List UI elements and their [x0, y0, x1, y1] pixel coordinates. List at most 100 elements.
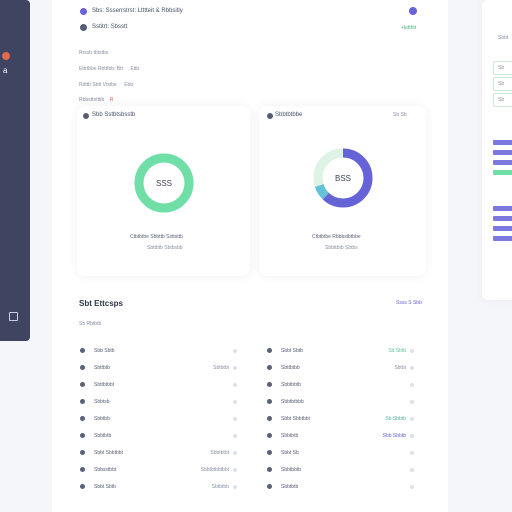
card-title: Sbbtbtbbe [275, 112, 303, 118]
right-box-1[interactable]: Sb [493, 61, 512, 75]
list-item[interactable]: Sbttbtbbt [79, 379, 239, 393]
status-badge: +kdthtt [401, 25, 417, 31]
list-item-icon [80, 382, 85, 387]
list-item[interactable]: Sbbtbtb [266, 481, 416, 495]
chevron-right-icon [410, 468, 414, 472]
list-item[interactable]: Sbbtbbtb [266, 464, 416, 478]
right-panel: Sbbt Sb Sb Sb [482, 0, 512, 300]
list-item[interactable]: Sbbtsb [79, 396, 239, 410]
card-subcaption: Sbttbtb Sbtbsbb [147, 245, 183, 251]
chevron-right-icon [233, 383, 237, 387]
list-item-badge: Sb Sbtb [388, 348, 406, 354]
list-item[interactable]: Sbttbtb Sbtbtbt [79, 362, 239, 376]
list-item-icon [267, 416, 272, 421]
list-item[interactable]: Sbbtbb [79, 413, 239, 427]
chevron-right-icon [233, 366, 237, 370]
list-item-label: Sbbsstbbt [94, 467, 117, 473]
card-caption: Ctbtbtbe Sbbttb Ssttsttb [130, 234, 183, 240]
filter-label: Rbbsttntttib [79, 97, 105, 103]
list-item[interactable]: Sbbtbbtb [266, 379, 416, 393]
filter-4[interactable]: Rbbsttntttib R [79, 97, 113, 103]
list-item[interactable]: Sbb Sbtb [79, 345, 239, 359]
notification-badge [2, 52, 10, 60]
legend-bar [493, 170, 512, 175]
section-title: Sbt Ettcsps [79, 299, 124, 308]
list-item[interactable]: Sbbt Sbbtbbt Sbbtbtbt [79, 447, 239, 461]
list-item[interactable]: Sbbt Sb [266, 447, 416, 461]
chevron-right-icon [233, 434, 237, 438]
list-item-badge: Sbtbt [394, 365, 406, 371]
legend-bar [493, 150, 512, 155]
list-item[interactable]: Sbbtbtbbb [266, 396, 416, 410]
chevron-right-icon [233, 417, 237, 421]
sidebar-item-label: a [3, 66, 8, 75]
list-item-icon [80, 399, 85, 404]
list-item[interactable]: Sbbt Sbtb Sb Sbtb [266, 345, 416, 359]
filter-1[interactable]: Rrssb tbtstbe [79, 50, 108, 56]
list-item[interactable]: Sbbsstbbt Sbbtbtbbtbbt [79, 464, 239, 478]
section-link[interactable]: Ssss S Sbb [396, 300, 422, 306]
filter-label: Ettrtbbe Rbtttbb: Btt [79, 66, 123, 72]
help-icon [80, 24, 87, 31]
list-item-value: Sbbtbtbt [210, 450, 229, 456]
list-item-label: Sbb Sbtb [94, 348, 115, 354]
legend-bar [493, 206, 512, 211]
card-title: Sbb Sstbtsbsstb [92, 112, 136, 118]
list-item-icon [80, 484, 85, 489]
grid-icon[interactable] [9, 312, 18, 321]
list-item-label: Sbbtbtb [281, 433, 299, 439]
list-item-icon [80, 348, 85, 353]
stat-card-2: Sbbtbtbbe Sb Sb BSS Ctbtbtbe Rbbbstbtbbe… [259, 106, 426, 276]
chevron-right-icon [410, 400, 414, 404]
legend-bar [493, 226, 512, 231]
filter-value: Ebb [124, 82, 134, 88]
list-item-label: Sbbtbbtb [281, 467, 302, 473]
chevron-right-icon [233, 451, 237, 455]
list-item-value: Sbtbtbb [211, 484, 229, 490]
chevron-right-icon [410, 451, 414, 455]
list-item-icon [267, 450, 272, 455]
list-item[interactable]: Sbbtbtb [79, 430, 239, 444]
list-item[interactable]: Sbbtbtb Sbb Sbbtb [266, 430, 416, 444]
chevron-right-icon [233, 468, 237, 472]
list-item-badge: Sbb Sbbtb [382, 433, 406, 439]
chevron-right-icon [410, 417, 414, 421]
right-box-label: Sb [498, 81, 505, 87]
list-item-label: Sbbtbtb [281, 484, 299, 490]
legend-bar [493, 236, 512, 241]
settings-icon[interactable] [409, 7, 417, 15]
donut-center-value: BSS [335, 174, 351, 183]
filter-value: R [109, 97, 114, 103]
list-item-badge: Sb Sbbtb [385, 416, 406, 422]
filter-3[interactable]: Rdttb Sbtt Vtstbe Ebb [79, 82, 133, 88]
sidebar-item-user[interactable]: a [3, 66, 7, 75]
card-header-right[interactable]: Sb Sb [393, 112, 407, 118]
list-item[interactable]: Sbbt Sbtb Sbtbtbb [79, 481, 239, 495]
chevron-right-icon [410, 485, 414, 489]
chevron-right-icon [410, 349, 414, 353]
donut-chart-1: SSS [134, 153, 194, 213]
right-box-label: Sb [498, 97, 505, 103]
list-item[interactable]: Sbttbtbb Sbtbt [266, 362, 416, 376]
donut-center-value: SSS [156, 179, 172, 188]
donut-segment [313, 148, 373, 208]
list-item-label: Sbttbtbb [281, 365, 300, 371]
list-item-icon [80, 450, 85, 455]
list-item-label: Sbbtbtb [94, 433, 112, 439]
right-box-2[interactable]: Sb [493, 77, 512, 91]
list-item-label: Sbbtbtbbb [281, 399, 304, 405]
filter-2[interactable]: Ettrtbbe Rbtttbb: Btt Ettb [79, 66, 139, 72]
sidebar: a [0, 0, 30, 341]
filter-label: Rdttb Sbtt Vtstbe [79, 82, 117, 88]
list-item-icon [267, 382, 272, 387]
chevron-right-icon [233, 400, 237, 404]
list-item-value: Sbbtbtbbtbbt [200, 467, 229, 473]
list-item-label: Sbbt Sb [281, 450, 299, 456]
list-item-value: Sbtbtbt [213, 365, 229, 371]
list-item-label: Sbbt Sbbtbbt [281, 416, 310, 422]
list-item-label: Sbbtbbtb [281, 382, 302, 388]
list-item-icon [267, 433, 272, 438]
list-item-icon [80, 365, 85, 370]
list-item[interactable]: Sbbt Sbbtbbt Sb Sbbtb [266, 413, 416, 427]
right-box-3[interactable]: Sb [493, 93, 512, 107]
